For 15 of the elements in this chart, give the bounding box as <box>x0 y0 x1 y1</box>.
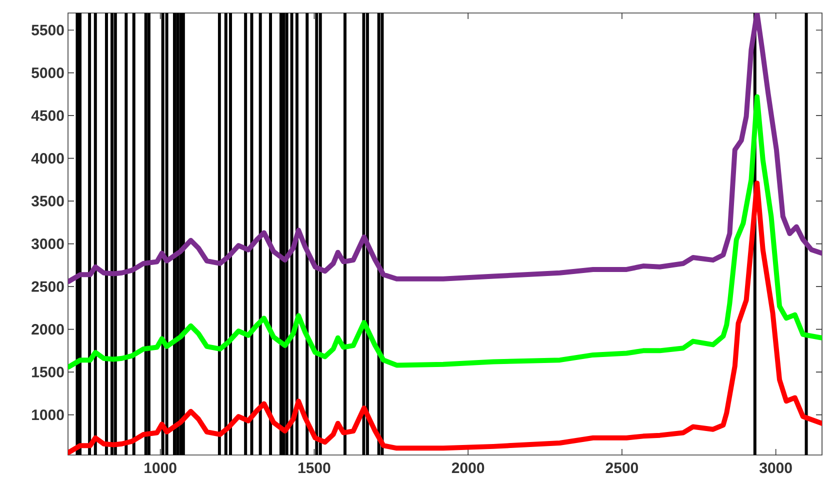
y-tick-label: 4500 <box>31 110 64 121</box>
x-tick-label: 1500 <box>298 462 330 474</box>
y-tick-label: 5500 <box>32 24 64 36</box>
y-tick-label: 2500 <box>32 281 64 292</box>
y-tick-label: 3000 <box>31 238 64 250</box>
y-tick-label: 1000 <box>32 409 64 420</box>
y-tick-label: 3500 <box>31 196 64 206</box>
y-tick-label: 5000 <box>32 68 64 78</box>
x-tick-label: 3000 <box>759 462 792 474</box>
x-tick-label: 2500 <box>606 462 638 474</box>
x-tick-label: 2000 <box>452 462 484 474</box>
y-tick-label: 1500 <box>32 366 64 378</box>
y-tick-label: 2000 <box>32 324 64 335</box>
x-tick-label: 1000 <box>144 462 176 474</box>
y-tick-label: 4000 <box>31 153 64 164</box>
